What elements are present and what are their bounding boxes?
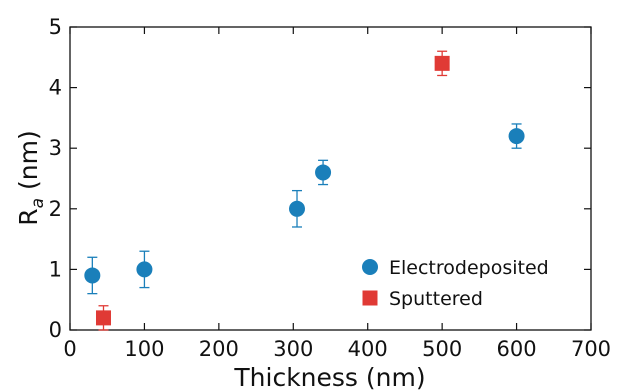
data-point-0-2 bbox=[289, 200, 306, 217]
x-axis-title: Thickness (nm) bbox=[233, 363, 425, 390]
data-point-0-3 bbox=[315, 164, 332, 181]
y-tick-label-5: 5 bbox=[49, 15, 62, 39]
y-tick-label-4: 4 bbox=[49, 76, 62, 100]
x-tick-label-4: 400 bbox=[348, 337, 388, 361]
y-axis-title-base: R bbox=[14, 208, 43, 225]
y-tick-label-2: 2 bbox=[49, 197, 62, 221]
data-point-0-1 bbox=[136, 261, 153, 278]
x-tick-label-7: 700 bbox=[571, 337, 611, 361]
legend-label-0: Electrodeposited bbox=[389, 257, 549, 279]
y-axis-title-subscript: a bbox=[28, 198, 48, 208]
y-axis-title-rest: (nm) bbox=[14, 130, 43, 198]
y-tick-label-0: 0 bbox=[49, 318, 62, 342]
data-point-1-1 bbox=[434, 55, 450, 71]
y-tick-label-1: 1 bbox=[49, 257, 62, 281]
legend-marker-0 bbox=[362, 259, 378, 275]
plot-area-frame bbox=[69, 26, 592, 331]
data-point-1-0 bbox=[95, 310, 111, 326]
x-tick-label-2: 200 bbox=[199, 337, 239, 361]
y-tick-label-3: 3 bbox=[49, 136, 62, 160]
y-axis-title: Ra (nm) bbox=[14, 130, 48, 225]
x-tick-label-3: 300 bbox=[273, 337, 313, 361]
data-point-0-0 bbox=[84, 267, 101, 284]
x-tick-label-5: 500 bbox=[422, 337, 462, 361]
legend: Electrodeposited Sputtered bbox=[362, 257, 549, 310]
legend-label-1: Sputtered bbox=[389, 288, 483, 310]
x-tick-label-0: 0 bbox=[63, 337, 76, 361]
legend-marker-1 bbox=[362, 290, 378, 306]
x-tick-label-1: 100 bbox=[124, 337, 164, 361]
x-tick-label-6: 600 bbox=[497, 337, 537, 361]
data-point-0-4 bbox=[508, 128, 525, 145]
